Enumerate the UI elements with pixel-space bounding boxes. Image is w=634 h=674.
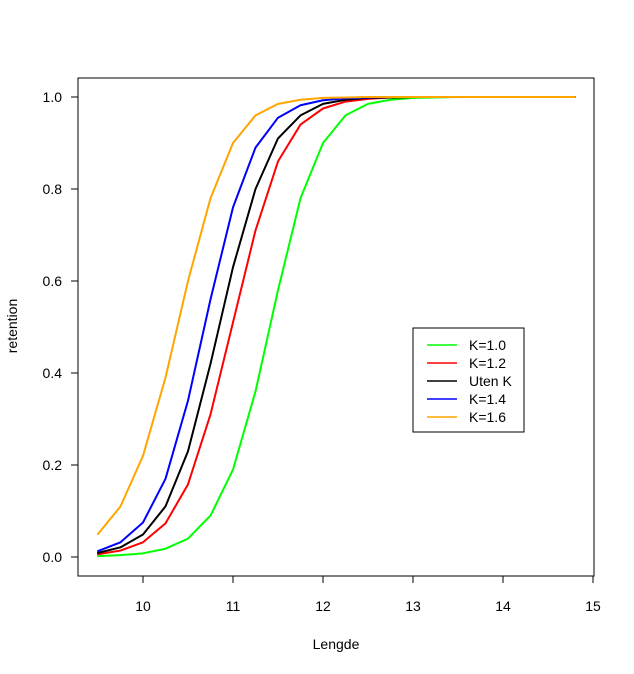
legend: K=1.0 K=1.2 Uten K K=1.4 K=1.6 xyxy=(412,327,525,433)
y-tick-label: 0.0 xyxy=(43,549,63,565)
legend-box xyxy=(412,327,525,433)
series-line-k-1-4 xyxy=(97,96,576,553)
x-tick-label: 14 xyxy=(495,598,511,614)
series-layer xyxy=(97,96,576,558)
x-tick-label: 15 xyxy=(585,598,601,614)
legend-label: K=1.4 xyxy=(469,391,506,407)
x-tick-label: 13 xyxy=(405,598,421,614)
legend-label: K=1.2 xyxy=(469,355,506,371)
y-axis-title: retention xyxy=(4,299,20,353)
legend-label: K=1.6 xyxy=(469,409,506,425)
x-axis-title: Lengde xyxy=(313,636,360,652)
x-tick-label: 10 xyxy=(135,598,151,614)
series-line-uten-k xyxy=(97,96,576,554)
x-tick-label: 12 xyxy=(315,598,331,614)
legend-label: K=1.0 xyxy=(469,337,506,353)
series-line-k-1-2 xyxy=(97,96,576,556)
x-tick-label: 11 xyxy=(226,598,241,614)
y-tick-label: 0.8 xyxy=(43,181,63,197)
y-axis: 0.0 0.2 0.4 0.6 0.8 1.0 xyxy=(43,89,79,565)
plot-frame xyxy=(77,77,595,577)
y-tick-label: 0.6 xyxy=(43,273,63,289)
y-tick-label: 0.2 xyxy=(43,457,63,473)
y-tick-label: 1.0 xyxy=(43,89,63,105)
x-axis: 10 11 12 13 14 15 xyxy=(135,575,601,614)
legend-label: Uten K xyxy=(469,373,512,389)
series-line-k-1-6 xyxy=(97,96,576,535)
y-tick-label: 0.4 xyxy=(43,365,63,381)
series-line-k-1-0 xyxy=(97,96,576,558)
